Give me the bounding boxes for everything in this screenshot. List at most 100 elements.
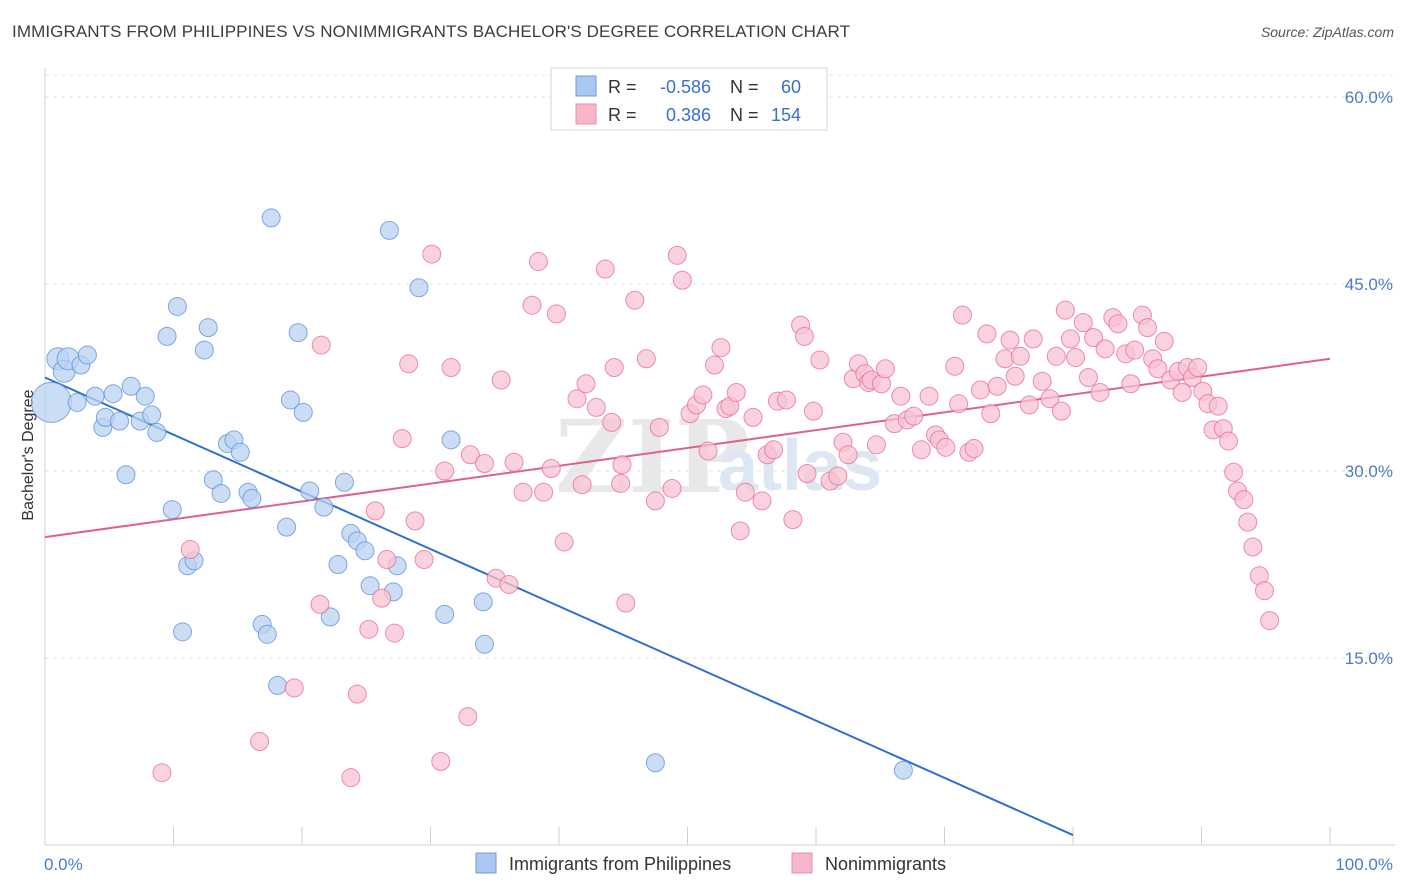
chart-title: IMMIGRANTS FROM PHILIPPINES VS NONIMMIGR… — [12, 22, 851, 41]
legend-n-label: N = — [730, 77, 759, 97]
point-nonimmigrants — [776, 390, 796, 410]
point-philippines — [474, 634, 494, 654]
point-nonimmigrants — [625, 290, 645, 310]
point-nonimmigrants — [1121, 374, 1141, 394]
point-nonimmigrants — [385, 623, 405, 643]
bottom-legend-label: Immigrants from Philippines — [509, 854, 731, 874]
point-philippines — [314, 497, 334, 517]
point-nonimmigrants — [347, 684, 367, 704]
point-philippines — [67, 392, 87, 412]
point-nonimmigrants — [1073, 313, 1093, 333]
trend-line-nonimmigrants — [44, 357, 1331, 539]
point-nonimmigrants — [284, 678, 304, 698]
point-nonimmigrants — [180, 540, 200, 560]
point-philippines — [645, 753, 665, 773]
point-nonimmigrants — [803, 401, 823, 421]
point-nonimmigrants — [1005, 366, 1025, 386]
point-nonimmigrants — [1051, 401, 1071, 421]
point-nonimmigrants — [372, 588, 392, 608]
legend-r-value: -0.586 — [660, 77, 711, 97]
legend-r-value: 0.386 — [666, 105, 711, 125]
point-nonimmigrants — [949, 394, 969, 414]
point-nonimmigrants — [726, 382, 746, 402]
point-nonimmigrants — [977, 324, 997, 344]
y-axis-label: Bachelor's Degree — [20, 389, 37, 520]
point-nonimmigrants — [1234, 490, 1254, 510]
point-nonimmigrants — [794, 326, 814, 346]
point-nonimmigrants — [513, 482, 533, 502]
point-philippines — [473, 592, 493, 612]
point-nonimmigrants — [1000, 330, 1020, 350]
point-nonimmigrants — [152, 763, 172, 783]
point-nonimmigrants — [431, 751, 451, 771]
point-nonimmigrants — [1238, 512, 1258, 532]
point-nonimmigrants — [911, 440, 931, 460]
point-nonimmigrants — [602, 412, 622, 432]
point-philippines — [198, 318, 218, 338]
point-philippines — [211, 483, 231, 503]
point-nonimmigrants — [1055, 300, 1075, 320]
point-philippines — [360, 576, 380, 596]
point-nonimmigrants — [891, 386, 911, 406]
point-philippines — [121, 376, 141, 396]
point-nonimmigrants — [1125, 340, 1145, 360]
point-philippines — [157, 326, 177, 346]
point-philippines — [110, 411, 130, 431]
point-nonimmigrants — [1046, 346, 1066, 366]
point-nonimmigrants — [504, 452, 524, 472]
point-philippines — [320, 607, 340, 627]
point-nonimmigrants — [1138, 318, 1158, 338]
point-nonimmigrants — [1066, 348, 1086, 368]
point-nonimmigrants — [1208, 396, 1228, 416]
point-nonimmigrants — [693, 385, 713, 405]
legend-swatch — [575, 75, 597, 97]
point-nonimmigrants — [636, 349, 656, 369]
axes: 0.0% 100.0% Bachelor's Degree — [20, 68, 1395, 874]
point-nonimmigrants — [1148, 359, 1168, 379]
y-tick-label: 60.0% — [1345, 88, 1393, 107]
point-philippines — [300, 481, 320, 501]
point-philippines — [268, 675, 288, 695]
legend-n-value: 60 — [781, 77, 801, 97]
point-philippines — [147, 422, 167, 442]
point-philippines — [142, 405, 162, 425]
point-philippines — [167, 296, 187, 316]
point-nonimmigrants — [711, 338, 731, 358]
point-philippines — [441, 430, 461, 450]
point-nonimmigrants — [970, 380, 990, 400]
point-nonimmigrants — [649, 417, 669, 437]
point-philippines — [280, 390, 300, 410]
point-nonimmigrants — [612, 455, 632, 475]
point-nonimmigrants — [554, 532, 574, 552]
point-nonimmigrants — [797, 463, 817, 483]
point-nonimmigrants — [250, 732, 270, 752]
point-nonimmigrants — [365, 501, 385, 521]
point-nonimmigrants — [414, 550, 434, 570]
point-nonimmigrants — [377, 550, 397, 570]
point-philippines — [230, 442, 250, 462]
point-nonimmigrants — [1260, 611, 1280, 631]
x-tick-label: 100.0% — [1335, 855, 1393, 874]
point-nonimmigrants — [1218, 431, 1238, 451]
point-nonimmigrants — [919, 386, 939, 406]
point-nonimmigrants — [1090, 382, 1110, 402]
point-nonimmigrants — [981, 404, 1001, 424]
y-tick-label: 45.0% — [1345, 275, 1393, 294]
point-nonimmigrants — [875, 359, 895, 379]
point-nonimmigrants — [460, 445, 480, 465]
point-nonimmigrants — [458, 707, 478, 727]
point-nonimmigrants — [1078, 368, 1098, 387]
legend-r-label: R = — [608, 77, 637, 97]
point-philippines — [103, 384, 123, 404]
point-nonimmigrants — [522, 295, 542, 315]
point-nonimmigrants — [964, 439, 984, 459]
point-philippines — [277, 517, 297, 537]
point-philippines — [435, 604, 455, 624]
point-nonimmigrants — [828, 466, 848, 486]
legend-box: R = -0.586 N = 60 R = 0.386 N = 154 — [550, 67, 828, 131]
point-nonimmigrants — [567, 389, 587, 409]
legend-n-label: N = — [730, 105, 759, 125]
point-nonimmigrants — [952, 305, 972, 325]
point-philippines — [293, 402, 313, 422]
point-nonimmigrants — [698, 441, 718, 461]
